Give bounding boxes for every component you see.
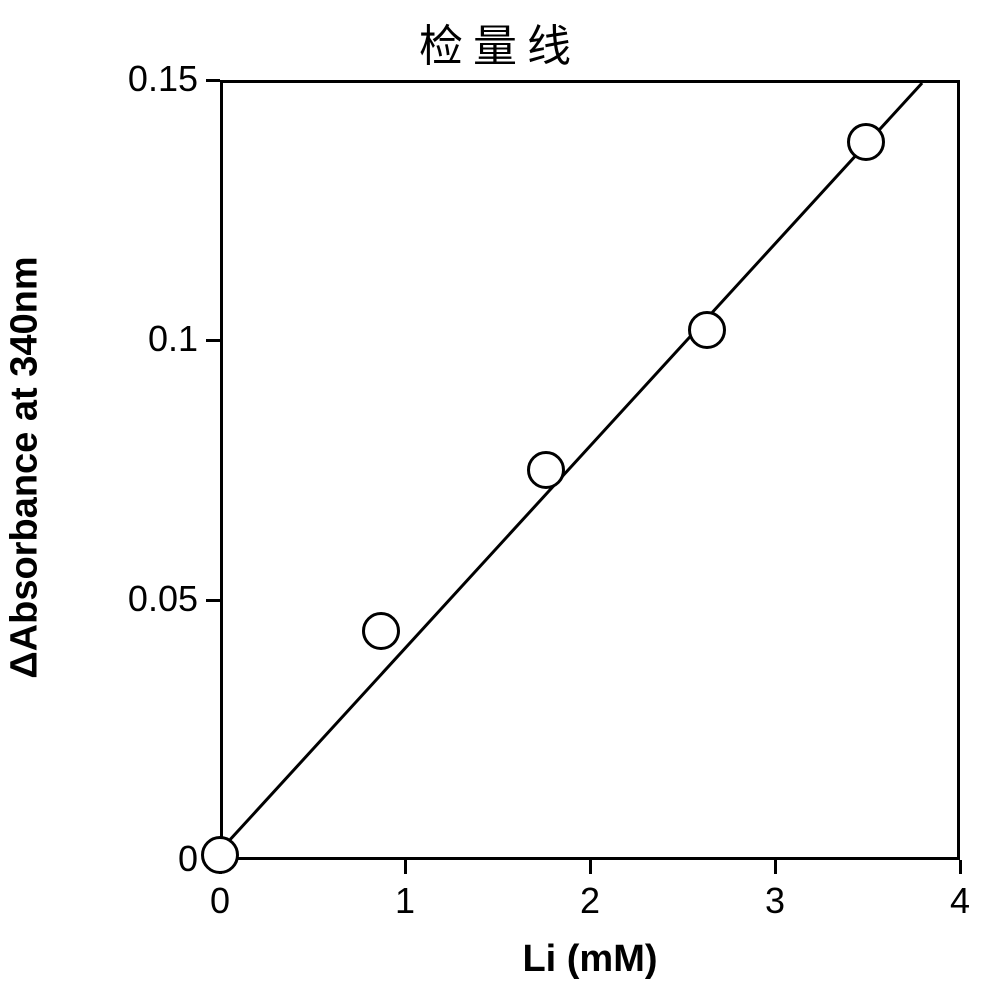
- y-tick-label: 0.1: [78, 318, 198, 360]
- data-point: [847, 123, 885, 161]
- data-point: [362, 612, 400, 650]
- y-tick: [206, 79, 220, 82]
- y-tick-label: 0: [78, 838, 198, 880]
- y-tick-label: 0.05: [78, 578, 198, 620]
- x-axis-label: Li (mM): [220, 938, 960, 981]
- x-tick: [774, 860, 777, 874]
- data-point: [527, 451, 565, 489]
- data-point: [201, 836, 239, 874]
- y-tick-label: 0.15: [78, 58, 198, 100]
- x-tick-label: 1: [375, 880, 435, 922]
- x-tick: [959, 860, 962, 874]
- y-tick: [206, 599, 220, 602]
- y-tick: [206, 339, 220, 342]
- x-tick-label: 0: [190, 880, 250, 922]
- plot-area: [220, 80, 960, 860]
- x-tick-label: 4: [930, 880, 990, 922]
- x-tick-label: 3: [745, 880, 805, 922]
- chart-container: 检量线 ΔAbsorbance at 340nm Li (mM) 00.050.…: [0, 0, 1000, 994]
- fit-line: [223, 83, 963, 863]
- data-point: [688, 311, 726, 349]
- x-tick: [589, 860, 592, 874]
- x-tick: [404, 860, 407, 874]
- y-axis-label: ΔAbsorbance at 340nm: [4, 238, 47, 698]
- x-tick-label: 2: [560, 880, 620, 922]
